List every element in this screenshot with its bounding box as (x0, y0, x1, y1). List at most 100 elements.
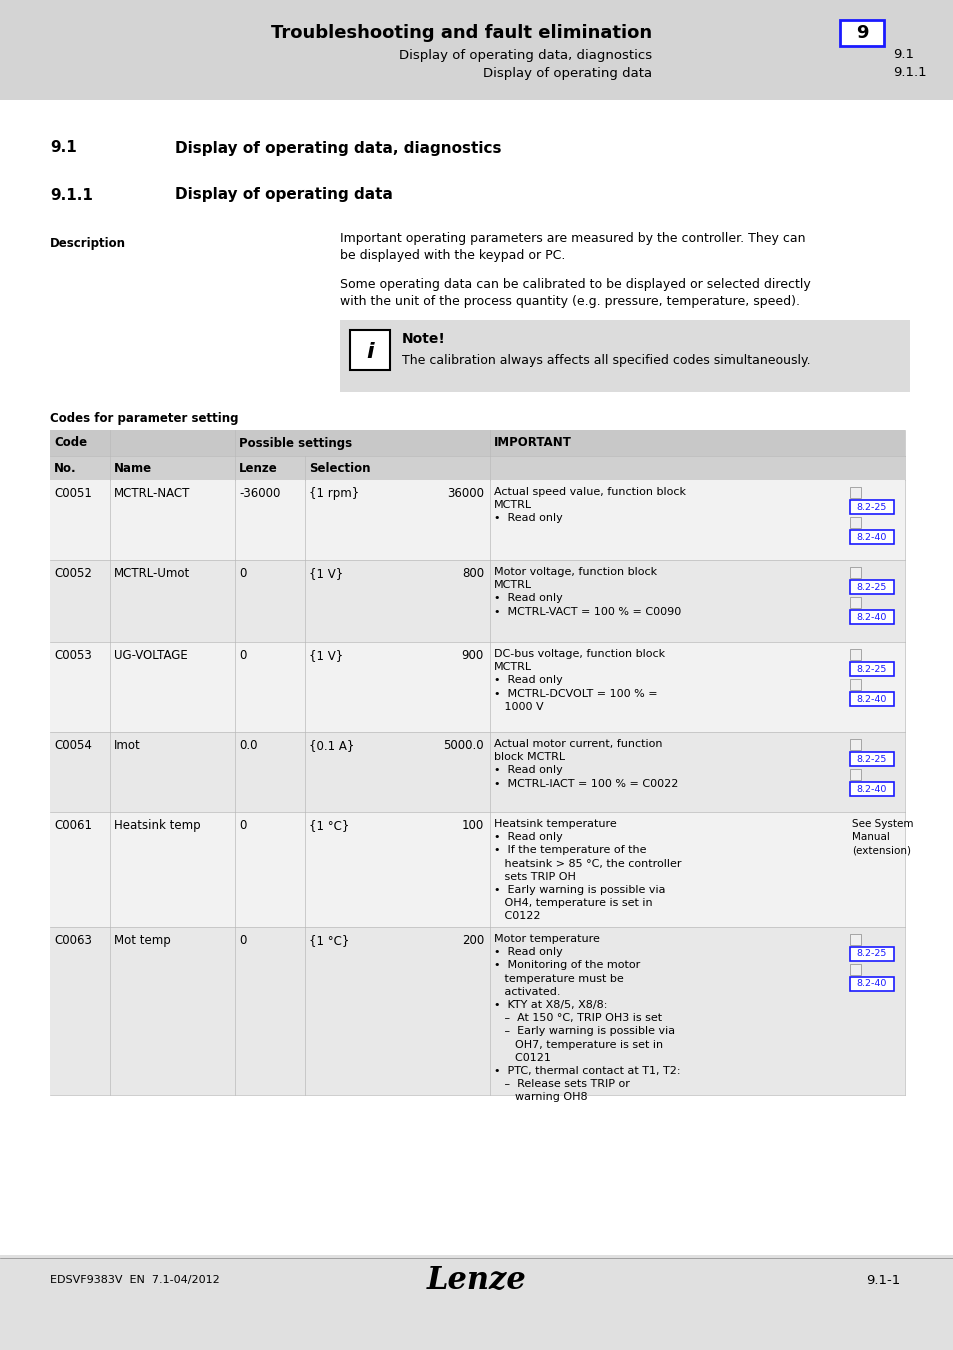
Bar (849, 531, 893, 544)
Text: 8.2-25: 8.2-25 (856, 949, 886, 958)
Text: Display of operating data, diagnostics: Display of operating data, diagnostics (398, 49, 651, 62)
Bar (849, 580, 893, 594)
Bar (849, 610, 893, 624)
Text: 9.1: 9.1 (50, 140, 76, 155)
Text: Troubleshooting and fault elimination: Troubleshooting and fault elimination (271, 24, 651, 42)
Text: 8.2-25: 8.2-25 (856, 502, 886, 512)
Text: DC-bus voltage, function block
MCTRL
•  Read only
•  MCTRL-DCVOLT = 100 % =
   1: DC-bus voltage, function block MCTRL • R… (494, 649, 664, 711)
Text: 8.2-25: 8.2-25 (856, 664, 886, 674)
Text: EDSVF9383V  EN  7.1-04/2012: EDSVF9383V EN 7.1-04/2012 (50, 1274, 219, 1285)
Text: Imot: Imot (113, 738, 141, 752)
Text: See System
Manual
(extension): See System Manual (extension) (851, 819, 913, 856)
Text: 9.1.1: 9.1.1 (892, 66, 925, 80)
Bar (849, 567, 861, 578)
Text: 200: 200 (461, 934, 483, 946)
Text: Display of operating data: Display of operating data (174, 188, 393, 202)
Text: 0: 0 (239, 819, 246, 832)
Text: {1 V}: {1 V} (309, 567, 343, 580)
Bar (50, 560, 904, 643)
Bar (849, 662, 893, 676)
Text: 0: 0 (239, 567, 246, 580)
Bar (849, 934, 861, 945)
Bar (849, 977, 893, 991)
Bar (849, 782, 893, 796)
Text: C0063: C0063 (54, 934, 91, 946)
Text: Description: Description (50, 238, 126, 250)
Text: 8.2-25: 8.2-25 (856, 755, 886, 764)
Text: Display of operating data, diagnostics: Display of operating data, diagnostics (174, 140, 501, 155)
Text: Lenze: Lenze (239, 462, 277, 474)
Text: C0051: C0051 (54, 487, 91, 500)
Text: 8.2-25: 8.2-25 (856, 582, 886, 591)
Text: 9.1.1: 9.1.1 (50, 188, 92, 202)
Text: 8.2-40: 8.2-40 (856, 532, 886, 541)
Text: UG-VOLTAGE: UG-VOLTAGE (113, 649, 188, 662)
Text: 800: 800 (461, 567, 483, 580)
Text: i: i (366, 342, 374, 362)
Bar (50, 811, 904, 927)
Bar (849, 487, 861, 498)
Bar (849, 964, 861, 975)
Text: Possible settings: Possible settings (239, 436, 352, 450)
Text: {1 °C}: {1 °C} (309, 819, 349, 832)
Text: -36000: -36000 (239, 487, 280, 500)
Text: Name: Name (113, 462, 152, 474)
Text: 900: 900 (461, 649, 483, 662)
Bar (50, 643, 904, 732)
Text: 0.0: 0.0 (239, 738, 257, 752)
Text: 8.2-40: 8.2-40 (856, 613, 886, 621)
Text: Selection: Selection (309, 462, 370, 474)
Text: Important operating parameters are measured by the controller. They can
be displ: Important operating parameters are measu… (339, 232, 804, 262)
Bar (50, 431, 904, 456)
Bar (849, 649, 861, 660)
Text: 8.2-40: 8.2-40 (856, 784, 886, 794)
Bar (840, 20, 883, 46)
Text: Display of operating data: Display of operating data (482, 66, 651, 80)
Text: 100: 100 (461, 819, 483, 832)
Bar (50, 927, 904, 1095)
Text: C0052: C0052 (54, 567, 91, 580)
Bar (50, 481, 904, 560)
Text: Mot temp: Mot temp (113, 934, 171, 946)
Bar (339, 320, 909, 392)
Text: 0: 0 (239, 934, 246, 946)
Text: 9.1: 9.1 (892, 49, 913, 62)
Text: The calibration always affects all specified codes simultaneously.: The calibration always affects all speci… (401, 354, 810, 367)
Text: 9: 9 (855, 24, 867, 42)
Text: 5000.0: 5000.0 (443, 738, 483, 752)
Text: No.: No. (54, 462, 76, 474)
Text: {0.1 A}: {0.1 A} (309, 738, 354, 752)
Bar (849, 693, 893, 706)
Bar (0, 100, 953, 1256)
Text: MCTRL-NACT: MCTRL-NACT (113, 487, 191, 500)
Bar (849, 597, 861, 608)
Text: 8.2-40: 8.2-40 (856, 694, 886, 703)
Text: Some operating data can be calibrated to be displayed or selected directly
with : Some operating data can be calibrated to… (339, 278, 810, 309)
Bar (50, 456, 904, 481)
Text: Code: Code (54, 436, 87, 450)
Text: C0054: C0054 (54, 738, 91, 752)
Text: {1 rpm}: {1 rpm} (309, 487, 359, 500)
Text: Motor temperature
•  Read only
•  Monitoring of the motor
   temperature must be: Motor temperature • Read only • Monitori… (494, 934, 679, 1103)
Bar (0, 0, 953, 100)
Text: {1 °C}: {1 °C} (309, 934, 349, 946)
Text: 9.1-1: 9.1-1 (864, 1273, 899, 1287)
Bar (350, 329, 390, 370)
Text: 36000: 36000 (447, 487, 483, 500)
Bar (849, 752, 893, 765)
Bar (849, 946, 893, 961)
Text: C0053: C0053 (54, 649, 91, 662)
Bar (849, 738, 861, 751)
Text: Lenze: Lenze (427, 1265, 526, 1296)
Bar (849, 679, 861, 690)
Text: MCTRL-Umot: MCTRL-Umot (113, 567, 190, 580)
Bar (849, 500, 893, 514)
Text: 8.2-40: 8.2-40 (856, 980, 886, 988)
Text: Actual speed value, function block
MCTRL
•  Read only: Actual speed value, function block MCTRL… (494, 487, 685, 524)
Text: Note!: Note! (401, 332, 445, 346)
Text: Heatsink temperature
•  Read only
•  If the temperature of the
   heatsink > 85 : Heatsink temperature • Read only • If th… (494, 819, 680, 922)
Bar (50, 732, 904, 811)
Text: Heatsink temp: Heatsink temp (113, 819, 200, 832)
Bar (849, 517, 861, 528)
Text: {1 V}: {1 V} (309, 649, 343, 662)
